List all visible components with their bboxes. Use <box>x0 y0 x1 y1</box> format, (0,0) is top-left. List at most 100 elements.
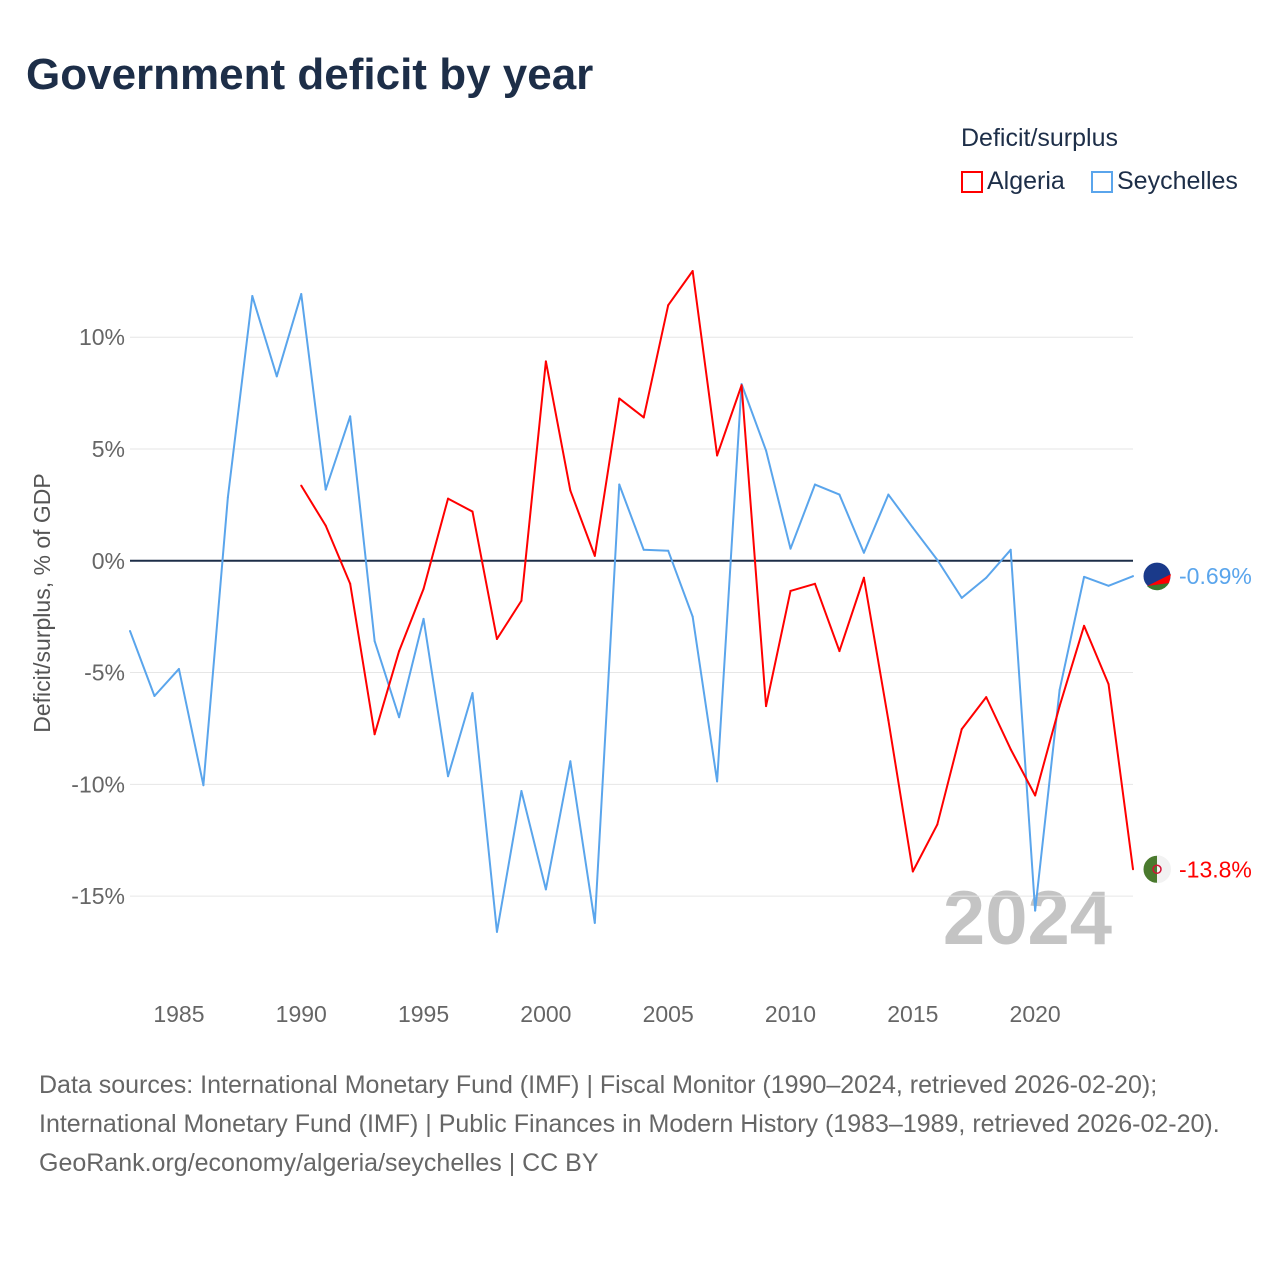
data-point-algeria <box>740 384 743 387</box>
data-point-seychelles <box>153 695 156 698</box>
flag-stripe <box>1147 574 1171 587</box>
data-point-algeria <box>862 576 865 579</box>
legend-item-seychelles[interactable]: Seychelles <box>1091 167 1238 196</box>
y-tick-label: -5% <box>84 660 125 686</box>
data-point-seychelles <box>251 295 254 298</box>
data-point-seychelles <box>642 548 645 551</box>
series-line-seychelles <box>129 293 1134 933</box>
data-point-algeria <box>349 582 352 585</box>
legend-label: Seychelles <box>1117 167 1238 195</box>
y-tick-label: 10% <box>79 324 125 350</box>
data-point-algeria <box>618 397 621 400</box>
data-point-algeria <box>471 510 474 513</box>
year-watermark: 2024 <box>943 876 1112 961</box>
data-point-algeria <box>716 454 719 457</box>
data-point-seychelles <box>1132 575 1134 578</box>
x-tick-label: 2005 <box>643 1001 694 1027</box>
data-point-seychelles <box>593 921 596 924</box>
data-point-seychelles <box>226 496 229 499</box>
end-label-algeria: -13.8% <box>1179 856 1252 882</box>
x-tick-label: 2000 <box>520 1001 571 1027</box>
data-point-seychelles <box>960 596 963 599</box>
data-point-algeria <box>300 484 303 487</box>
data-point-seychelles <box>691 615 694 618</box>
data-point-algeria <box>765 705 768 708</box>
data-point-seychelles <box>985 576 988 579</box>
legend-swatch-algeria <box>961 170 983 193</box>
data-point-seychelles <box>1058 688 1061 691</box>
data-point-seychelles <box>544 888 547 891</box>
data-point-algeria <box>813 582 816 585</box>
data-point-algeria <box>887 719 890 722</box>
legend-swatch-seychelles <box>1091 170 1113 193</box>
data-point-algeria <box>789 589 792 592</box>
data-point-seychelles <box>300 293 303 296</box>
data-point-algeria <box>1083 624 1086 627</box>
data-point-algeria <box>1107 683 1110 686</box>
footer: Data sources: International Monetary Fun… <box>39 1066 1239 1183</box>
data-point-algeria <box>447 497 450 500</box>
x-tick-label: 1985 <box>153 1001 204 1027</box>
data-point-algeria <box>1009 748 1012 751</box>
y-tick-label: 0% <box>92 548 125 574</box>
data-point-algeria <box>495 638 498 641</box>
data-point-seychelles <box>569 760 572 763</box>
data-point-seychelles <box>373 640 376 643</box>
data-point-seychelles <box>471 692 474 695</box>
legend-item-algeria[interactable]: Algeria <box>961 167 1065 196</box>
data-point-seychelles <box>716 780 719 783</box>
data-point-algeria <box>593 554 596 557</box>
data-point-seychelles <box>495 930 498 933</box>
data-point-algeria <box>667 304 670 307</box>
source-link[interactable]: GeoRank.org/economy/algeria/seychelles |… <box>39 1149 599 1177</box>
data-point-seychelles <box>618 483 621 486</box>
legend-label: Algeria <box>987 167 1065 195</box>
end-label-seychelles: -0.69% <box>1179 563 1252 589</box>
data-point-seychelles <box>765 449 768 452</box>
y-tick-label: -10% <box>71 771 125 797</box>
data-point-algeria <box>642 416 645 419</box>
data-point-algeria <box>324 524 327 527</box>
data-point-seychelles <box>398 716 401 719</box>
data-point-seychelles <box>447 775 450 778</box>
data-point-seychelles <box>838 493 841 496</box>
data-point-seychelles <box>1107 584 1110 587</box>
data-point-seychelles <box>422 617 425 620</box>
legend-title: Deficit/surplus <box>961 124 1118 152</box>
x-tick-label: 1995 <box>398 1001 449 1027</box>
data-point-algeria <box>422 587 425 590</box>
data-point-algeria <box>985 696 988 699</box>
data-point-algeria <box>911 870 914 873</box>
x-tick-label: 2010 <box>765 1001 816 1027</box>
data-point-seychelles <box>275 375 278 378</box>
data-point-seychelles <box>349 415 352 418</box>
data-point-seychelles <box>887 493 890 496</box>
flag-stripe <box>1147 583 1169 591</box>
data-point-algeria <box>373 733 376 736</box>
chart-title: Government deficit by year <box>26 50 594 99</box>
data-point-algeria <box>960 728 963 731</box>
data-point-algeria <box>691 270 694 273</box>
data-point-seychelles <box>667 549 670 552</box>
data-point-algeria <box>569 489 572 492</box>
data-point-seychelles <box>862 551 865 554</box>
data-point-seychelles <box>520 790 523 793</box>
data-point-algeria <box>398 650 401 653</box>
y-tick-label: -15% <box>71 883 125 909</box>
data-point-seychelles <box>324 488 327 491</box>
data-point-seychelles <box>177 667 180 670</box>
x-tick-label: 2015 <box>887 1001 938 1027</box>
data-point-algeria <box>1058 705 1061 708</box>
data-point-algeria <box>544 360 547 363</box>
data-point-algeria <box>1034 794 1037 797</box>
data-point-seychelles <box>813 483 816 486</box>
data-point-seychelles <box>911 526 914 529</box>
y-axis-label: Deficit/surplus, % of GDP <box>29 473 55 732</box>
data-point-seychelles <box>202 784 205 787</box>
data-point-algeria <box>1132 868 1134 871</box>
data-point-algeria <box>936 823 939 826</box>
data-point-seychelles <box>129 629 131 632</box>
y-tick-label: 5% <box>92 436 125 462</box>
data-point-algeria <box>838 650 841 653</box>
